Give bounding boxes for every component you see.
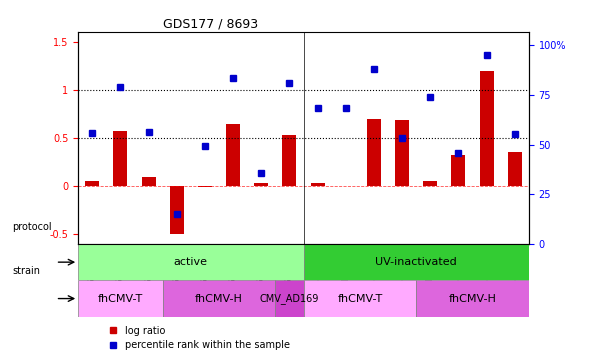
Text: strain: strain — [12, 266, 40, 276]
Bar — [395, 120, 409, 186]
Bar — [85, 181, 99, 186]
Bar — [451, 155, 466, 186]
Bar — [282, 135, 296, 186]
Bar — [480, 71, 493, 186]
Bar — [169, 186, 184, 234]
Text: fhCMV-H: fhCMV-H — [195, 293, 243, 303]
FancyBboxPatch shape — [304, 280, 416, 317]
Text: fhCMV-T: fhCMV-T — [337, 293, 382, 303]
FancyBboxPatch shape — [163, 280, 275, 317]
Bar — [198, 186, 212, 187]
Text: protocol: protocol — [12, 222, 52, 232]
Text: CMV_AD169: CMV_AD169 — [260, 293, 319, 304]
Bar — [141, 177, 156, 186]
Bar — [254, 183, 268, 186]
FancyBboxPatch shape — [78, 244, 304, 280]
Bar — [226, 124, 240, 186]
Text: GDS177 / 8693: GDS177 / 8693 — [163, 18, 258, 31]
Text: active: active — [174, 257, 208, 267]
Text: fhCMV-T: fhCMV-T — [98, 293, 143, 303]
Bar — [508, 151, 522, 186]
FancyBboxPatch shape — [275, 280, 304, 317]
Bar — [114, 131, 127, 186]
FancyBboxPatch shape — [78, 280, 163, 317]
Text: UV-inactivated: UV-inactivated — [375, 257, 457, 267]
FancyBboxPatch shape — [416, 280, 529, 317]
Bar — [423, 181, 438, 186]
FancyBboxPatch shape — [304, 244, 529, 280]
Text: fhCMV-H: fhCMV-H — [448, 293, 496, 303]
Legend: log ratio, percentile rank within the sample: log ratio, percentile rank within the sa… — [106, 322, 294, 354]
Bar — [367, 119, 381, 186]
Bar — [311, 183, 325, 186]
